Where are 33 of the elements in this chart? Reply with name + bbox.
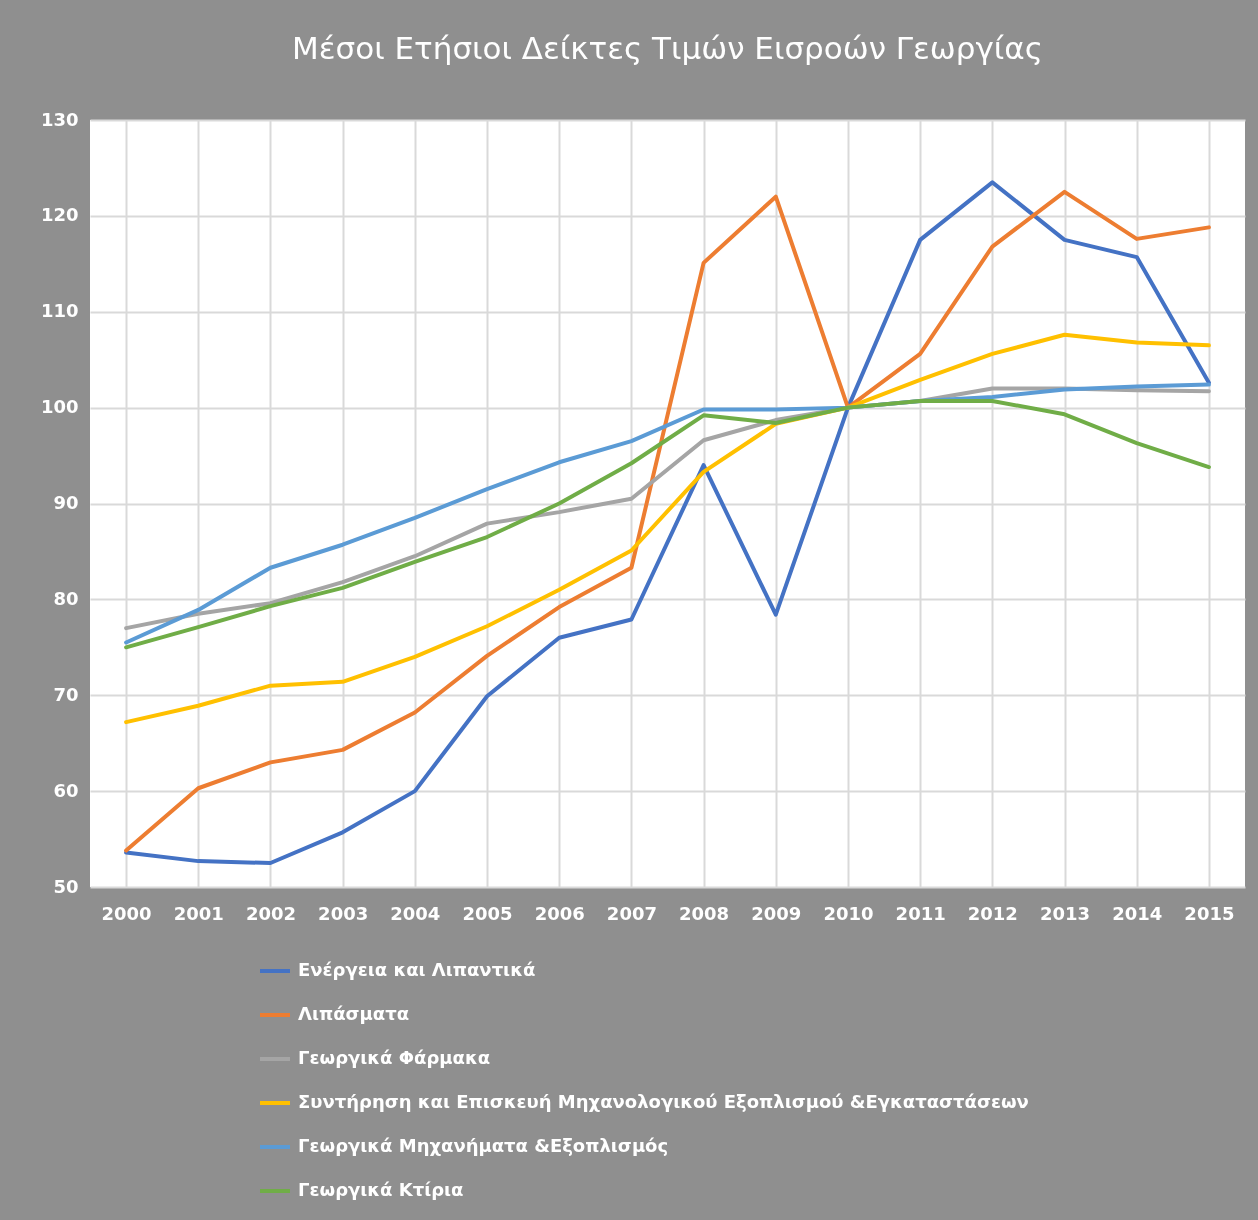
y-tick-label: 110 — [40, 300, 79, 322]
x-tick-label: 2006 — [534, 902, 585, 924]
y-tick-label: 100 — [40, 396, 79, 418]
x-tick-label: 2001 — [173, 902, 224, 924]
x-tick-label: 2010 — [823, 902, 874, 924]
x-tick-label: 2011 — [895, 902, 946, 924]
chart-title: Μέσοι Ετήσιοι Δείκτες Τιμών Εισροών Γεωργίας — [292, 30, 1043, 66]
x-tick-label: 2015 — [1184, 902, 1235, 924]
legend-label: Ενέργεια και Λιπαντικά — [298, 959, 536, 980]
legend-label: Γεωργικά Μηχανήματα &Εξοπλισμός — [298, 1135, 669, 1156]
line-series — [124, 332, 1211, 725]
x-tick-label: 2003 — [318, 902, 369, 924]
x-tick-label: 2000 — [101, 902, 152, 924]
legend-label: Γεωργικά Κτίρια — [298, 1179, 464, 1200]
y-tick-label: 130 — [40, 108, 79, 130]
x-tick-label: 2002 — [245, 902, 297, 924]
x-tick-label: 2014 — [1112, 902, 1163, 924]
legend-label: Λιπάσματα — [298, 1003, 410, 1024]
x-tick-label: 2008 — [679, 902, 730, 924]
y-tick-label: 80 — [53, 587, 79, 609]
x-tick-label: 2005 — [462, 902, 513, 924]
legend-label: Γεωργικά Φάρμακα — [298, 1047, 491, 1068]
legend-label: Συντήρηση και Επισκευή Μηχανολογικού Εξοπλισμού &Εγκαταστάσεων — [298, 1091, 1029, 1112]
x-tick-label: 2009 — [751, 902, 802, 924]
y-tick-label: 120 — [40, 204, 79, 226]
x-tick-label: 2013 — [1039, 902, 1091, 924]
x-tick-label: 2012 — [967, 902, 1018, 924]
x-tick-label: 2004 — [390, 902, 441, 924]
y-tick-label: 60 — [53, 779, 79, 801]
x-tick-label: 2007 — [606, 902, 657, 924]
y-tick-label: 70 — [53, 683, 79, 705]
y-tick-label: 90 — [53, 492, 79, 513]
y-tick-label: 50 — [53, 875, 79, 897]
